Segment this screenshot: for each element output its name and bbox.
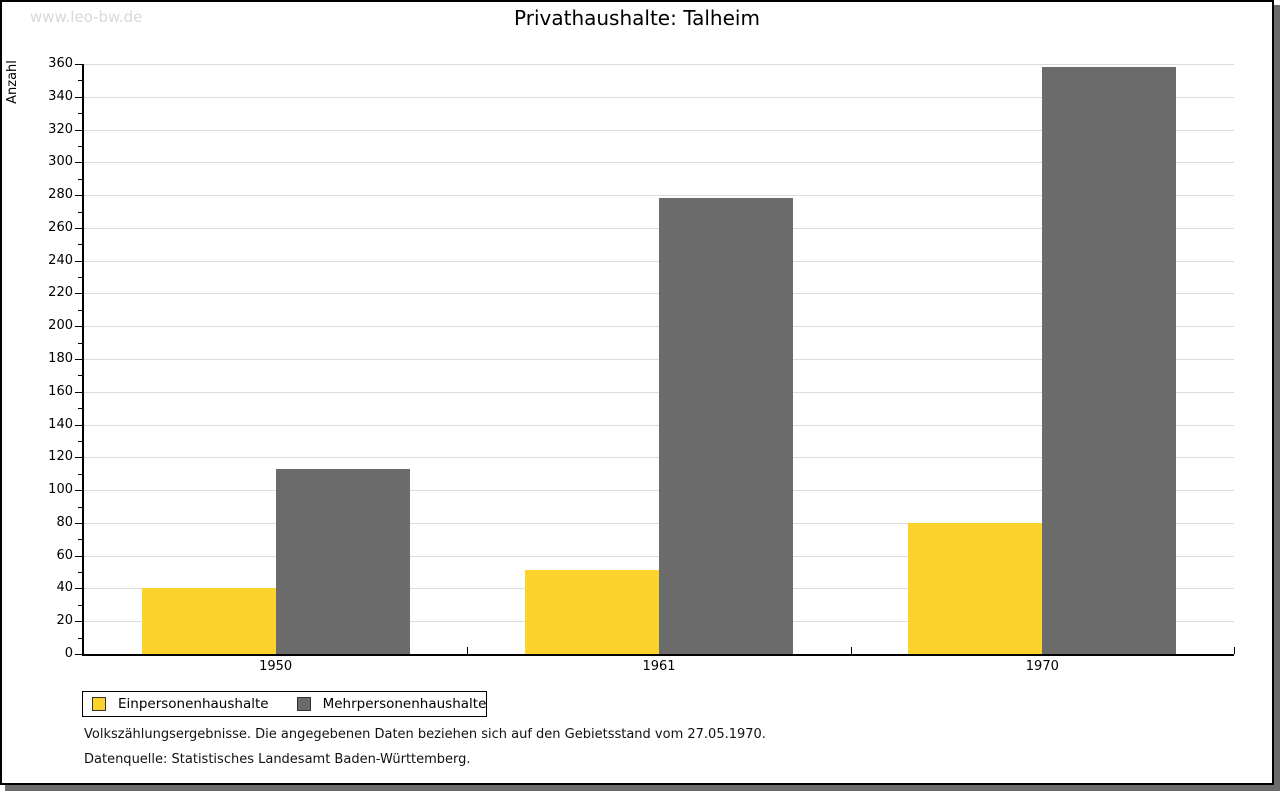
- y-tick-230: [78, 277, 82, 279]
- y-tick-label-80: 80: [56, 514, 73, 530]
- legend-entry-einpersonenhaushalte: Einpersonenhaushalte: [92, 696, 269, 712]
- y-tick-label-260: 260: [48, 219, 73, 235]
- footer-source: Datenquelle: Statistisches Landesamt Bad…: [84, 752, 471, 767]
- gridline-y-360: [84, 64, 1234, 65]
- legend-box: Einpersonenhaushalte Mehrpersonenhaushal…: [82, 691, 487, 717]
- y-tick-20: [75, 621, 82, 623]
- y-tick-330: [78, 113, 82, 115]
- y-tick-label-20: 20: [56, 613, 73, 629]
- y-tick-290: [78, 178, 82, 180]
- y-tick-label-220: 220: [48, 285, 73, 301]
- y-tick-50: [78, 572, 82, 574]
- y-tick-270: [78, 211, 82, 213]
- y-tick-150: [78, 408, 82, 410]
- y-tick-110: [78, 473, 82, 475]
- x-tick-1961: [850, 647, 852, 654]
- y-tick-310: [78, 145, 82, 147]
- y-tick-30: [78, 604, 82, 606]
- y-tick-label-160: 160: [48, 383, 73, 399]
- gridline-y-340: [84, 96, 1234, 98]
- x-tick-1970: [1234, 647, 1235, 654]
- x-tick-label-1950: 1950: [259, 659, 293, 674]
- y-tick-340: [75, 96, 82, 98]
- y-tick-250: [78, 244, 82, 246]
- y-tick-label-100: 100: [48, 482, 73, 498]
- y-tick-120: [75, 457, 82, 459]
- y-tick-170: [78, 375, 82, 377]
- y-tick-130: [78, 440, 82, 442]
- y-tick-220: [75, 293, 82, 295]
- y-tick-label-180: 180: [48, 351, 73, 366]
- y-tick-90: [78, 506, 82, 508]
- y-tick-10: [78, 637, 82, 639]
- y-tick-label-120: 120: [48, 449, 73, 465]
- y-tick-label-240: 240: [48, 252, 73, 268]
- bar-einpersonenhaushalte-1970: [908, 522, 1043, 654]
- y-tick-190: [78, 342, 82, 344]
- y-tick-160: [75, 391, 82, 393]
- y-tick-label-0: 0: [64, 646, 73, 661]
- y-tick-200: [75, 326, 82, 328]
- y-axis-line: [82, 64, 84, 656]
- y-tick-label-140: 140: [48, 416, 73, 432]
- y-tick-label-200: 200: [48, 318, 73, 334]
- gridline-y-320: [84, 129, 1234, 131]
- bar-chart-plot-area: Anzahl 1950 1961 1970 0 20 40 60 80 100 120 140 160…: [2, 2, 1272, 783]
- frame-shadow-right: [1273, 5, 1280, 791]
- watermark: www.leo-bw.de: [30, 8, 143, 26]
- y-tick-360: [75, 64, 82, 65]
- y-tick-80: [75, 522, 82, 524]
- y-tick-label-60: 60: [56, 547, 73, 563]
- gridline-y-300: [84, 162, 1234, 164]
- bar-mehrpersonenhaushalte-1970: [1042, 67, 1177, 654]
- legend-label: Einpersonenhaushalte: [118, 696, 269, 712]
- y-tick-60: [75, 555, 82, 557]
- y-tick-320: [75, 129, 82, 131]
- y-tick-label-40: 40: [56, 580, 73, 596]
- footer-note: Volkszählungsergebnisse. Die angegebenen…: [84, 727, 766, 742]
- y-tick-280: [75, 195, 82, 197]
- y-tick-40: [75, 588, 82, 590]
- bar-einpersonenhaushalte-1950: [141, 588, 276, 654]
- y-tick-label-320: 320: [48, 121, 73, 137]
- x-tick-label-1961: 1961: [642, 659, 676, 674]
- y-tick-100: [75, 490, 82, 492]
- y-tick-260: [75, 227, 82, 229]
- x-tick-1950: [467, 647, 469, 654]
- y-tick-210: [78, 309, 82, 311]
- bar-einpersonenhaushalte-1961: [525, 570, 659, 654]
- y-tick-label-300: 300: [48, 154, 73, 170]
- y-tick-label-340: 340: [48, 88, 73, 104]
- bar-mehrpersonenhaushalte-1950: [275, 468, 410, 654]
- y-tick-0: [75, 654, 82, 655]
- y-tick-240: [75, 260, 82, 262]
- y-tick-140: [75, 424, 82, 426]
- legend-swatch-yellow: [92, 697, 106, 711]
- y-axis-title: Anzahl: [5, 60, 20, 104]
- y-tick-350: [78, 80, 82, 82]
- x-axis-line: [82, 654, 1234, 656]
- y-tick-label-360: 360: [48, 56, 73, 71]
- legend-label: Mehrpersonenhaushalte: [322, 696, 487, 712]
- y-tick-180: [75, 359, 82, 360]
- legend-entry-mehrpersonenhaushalte: Mehrpersonenhaushalte: [296, 696, 487, 712]
- chart-title: Privathaushalte: Talheim: [514, 6, 760, 30]
- x-tick-label-1970: 1970: [1025, 659, 1059, 674]
- gridline-y-280: [84, 195, 1234, 197]
- frame-shadow-bottom: [5, 784, 1280, 791]
- y-tick-label-280: 280: [48, 187, 73, 203]
- bar-mehrpersonenhaushalte-1961: [659, 198, 793, 654]
- y-tick-300: [75, 162, 82, 164]
- y-tick-70: [78, 539, 82, 541]
- legend-swatch-gray: [296, 697, 311, 711]
